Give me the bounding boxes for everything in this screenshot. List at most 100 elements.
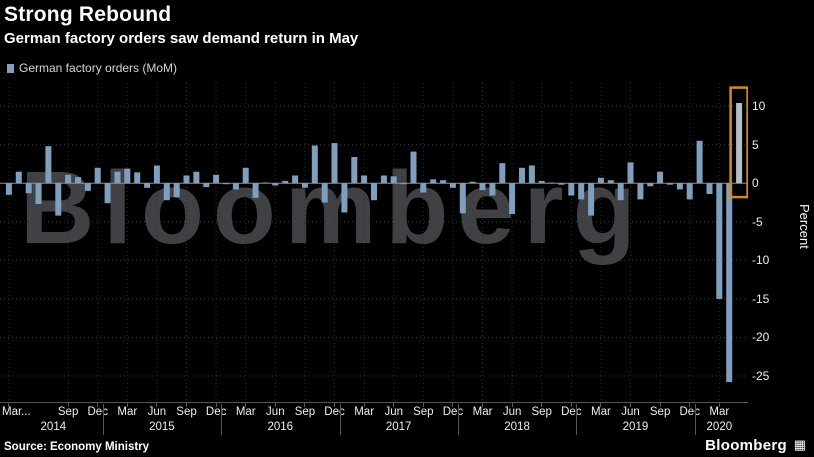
bar-Apr-2020 [726,183,733,383]
x-tick-label: Mar [591,406,611,418]
bar-Dec-2019 [686,183,693,200]
bar-Jun-2019 [627,162,634,184]
bloomberg-logo[interactable]: Bloomberg [705,437,787,454]
x-tick-label: Mar [472,406,493,418]
bar-Jul-2015 [163,183,170,201]
y-tick-label--25: -25 [752,369,770,383]
x-tick-label: Sep [176,406,197,418]
bar-May-2017 [380,175,387,184]
x-tick-mark [186,403,188,407]
year-divider [102,404,104,435]
bar-Nov-2016 [321,183,328,203]
bar-May-2020 [736,103,743,184]
x-tick-label: Sep [57,406,79,418]
year-divider [576,404,578,435]
bar-Apr-2014 [15,171,22,184]
x-tick-mark [274,403,276,407]
bar-Feb-2016 [232,183,239,190]
bar-Oct-2017 [430,179,437,184]
x-tick-label: Mar [709,406,730,418]
bar-Nov-2019 [676,183,683,190]
x-tick-mark [600,403,602,407]
bar-Jul-2018 [519,167,525,184]
x-tick-mark [689,403,691,407]
bar-May-2019 [617,183,624,201]
x-tick-mark [156,403,158,407]
bar-Nov-2018 [558,183,565,185]
bar-May-2014 [25,183,32,194]
x-axis: Mar... Sep Dec Mar Jun Sep Dec Mar Jun Sep Dec Mar J… [0,403,760,437]
bar-Oct-2019 [667,183,673,185]
y-tick-label--10: -10 [752,253,770,268]
x-tick-label: Dec [442,406,464,418]
chart-svg [0,83,749,403]
bar-Feb-2017 [351,157,358,184]
x-tick-label: Mar [235,406,256,418]
bar-Jul-2019 [637,183,644,200]
x-tick-mark [304,403,306,407]
year-divider [457,404,459,435]
bar-Aug-2017 [410,151,417,184]
bar-Sep-2015 [183,175,190,184]
highlight-box [729,86,749,199]
x-tick-label: Dec [87,406,108,418]
bar-Dec-2017 [449,183,456,188]
bar-Oct-2018 [548,182,555,184]
bar-Feb-2020 [706,183,713,194]
bar-Jan-2017 [341,183,348,213]
year-label-2018: 2018 [504,421,530,433]
x-tick-label: Sep [413,406,434,418]
y-axis-title: Percent [797,204,812,249]
year-label-2019: 2019 [622,421,649,433]
bar-Jan-2015 [104,183,111,204]
x-tick-label: Sep [531,406,552,418]
year-divider [221,404,223,435]
bar-Nov-2015 [203,183,210,188]
year-divider [339,404,341,435]
bar-Jun-2015 [153,165,160,184]
x-tick-label: Jun [621,406,640,418]
y-tick-label-0: 0 [752,176,759,191]
x-tick-label: Mar [354,406,375,418]
bar-Jun-2017 [390,176,397,184]
bar-Jun-2018 [509,183,516,214]
bar-Mar-2015 [124,168,131,184]
bar-Sep-2017 [420,183,427,193]
bar-Dec-2015 [213,174,220,184]
bar-Jul-2014 [45,146,52,184]
x-tick-mark [452,403,454,407]
bar-Jan-2016 [223,183,229,185]
x-tick-mark [630,403,632,407]
footer: Source: Economy Ministry Bloomberg ▦ [0,436,814,457]
year-label-2014: 2014 [40,421,67,433]
bar-Sep-2016 [301,183,308,188]
bar-Apr-2016 [252,183,259,198]
x-tick-label: Mar [117,406,138,418]
bar-Aug-2016 [292,175,299,184]
bar-Mar-2014 [5,183,12,195]
bar-Feb-2018 [469,181,476,184]
x-tick-mark [363,403,365,407]
year-label-2016: 2016 [267,421,294,433]
x-tick-mark [67,403,69,407]
bar-Nov-2014 [84,183,91,191]
x-tick-mark [511,403,513,407]
bar-Oct-2015 [193,171,200,184]
bar-Nov-2017 [440,180,447,184]
legend-swatch-icon [7,63,14,73]
x-tick-label: Mar... [2,406,31,418]
bar-May-2015 [144,183,151,188]
x-tick-mark [334,403,336,407]
x-tick-label: Dec [324,406,345,418]
x-tick-label: Jun [502,406,522,418]
x-tick-mark [215,403,217,407]
bar-Dec-2018 [568,183,575,196]
bar-Apr-2017 [371,183,377,201]
plot-area [0,83,749,403]
year-label-2015: 2015 [149,421,175,433]
y-tick-label-10: 10 [752,99,766,114]
x-tick-mark [422,403,424,407]
bar-Mar-2017 [361,175,368,184]
x-tick-label: Jun [384,406,403,418]
x-tick-mark [126,403,128,407]
